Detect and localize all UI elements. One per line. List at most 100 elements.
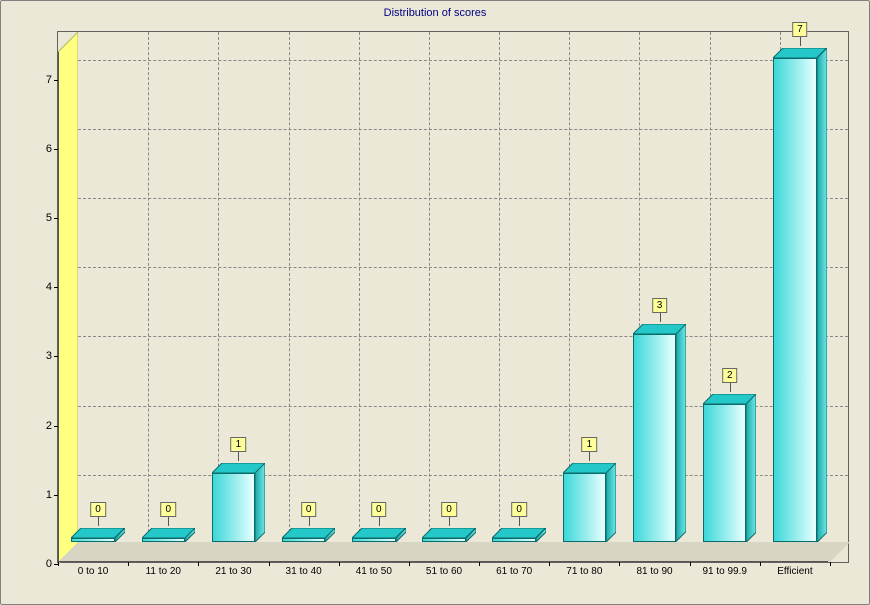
bar-side [606, 463, 616, 542]
y-tick-label: 3 [46, 350, 52, 362]
x-tick-label: 91 to 99.9 [702, 566, 746, 577]
grid-line-h [78, 198, 848, 199]
x-tick-label: 41 to 50 [356, 566, 392, 577]
x-tick-label: 21 to 30 [215, 566, 251, 577]
grid-line-h [78, 267, 848, 268]
bar: 0 [352, 538, 396, 542]
value-tick [519, 516, 520, 526]
grid-line-v [359, 32, 360, 542]
bar-side [325, 528, 335, 542]
value-label: 2 [722, 368, 738, 383]
bar-front [422, 538, 466, 542]
value-tick [98, 516, 99, 526]
bar-side [255, 463, 265, 542]
x-tick-mark [690, 562, 691, 566]
y-tick-label: 2 [46, 420, 52, 432]
x-tick-label: Efficient [777, 566, 812, 577]
bar-side [396, 528, 406, 542]
x-tick-mark [830, 562, 831, 566]
grid-line-v [499, 32, 500, 542]
bar-front [352, 538, 396, 542]
value-tick [730, 382, 731, 392]
bar-front [633, 334, 677, 542]
x-tick-label: 71 to 80 [566, 566, 602, 577]
value-tick [589, 451, 590, 461]
bar-front [563, 473, 607, 542]
bar-front [703, 404, 747, 542]
grid-line-v [429, 32, 430, 542]
grid-line-v [148, 32, 149, 542]
bar-side [536, 528, 546, 542]
value-tick [379, 516, 380, 526]
grid-line-h [78, 336, 848, 337]
bar-front [212, 473, 256, 542]
value-tick [449, 516, 450, 526]
bar: 0 [142, 538, 186, 542]
x-tick-label: 11 to 20 [146, 566, 181, 577]
y-tick-label: 1 [46, 489, 52, 501]
value-label: 0 [160, 502, 176, 517]
bar-front [71, 538, 115, 542]
chart-title: Distribution of scores [1, 7, 869, 19]
y-tick-label: 4 [46, 281, 52, 293]
bar: 3 [633, 334, 677, 542]
grid-line-h [78, 60, 848, 61]
value-label: 0 [511, 502, 527, 517]
x-tick-mark [549, 562, 550, 566]
x-tick-mark [198, 562, 199, 566]
bar: 0 [71, 538, 115, 542]
value-label: 0 [90, 502, 106, 517]
bar-side [115, 528, 125, 542]
bar-front [282, 538, 326, 542]
x-axis-line [58, 561, 828, 562]
bar-side [676, 324, 686, 542]
value-tick [660, 312, 661, 322]
x-tick-label: 31 to 40 [286, 566, 322, 577]
x-tick-label: 81 to 90 [636, 566, 672, 577]
x-tick-label: 0 to 10 [78, 566, 109, 577]
chart-frame: Distribution of scores 012345670 to 1011… [0, 0, 870, 605]
x-tick-mark [409, 562, 410, 566]
value-label: 7 [792, 22, 808, 37]
value-label: 0 [441, 502, 457, 517]
bar-front [492, 538, 536, 542]
x-tick-label: 51 to 60 [426, 566, 462, 577]
y-tick-label: 5 [46, 212, 52, 224]
bar-side [185, 528, 195, 542]
y-tick-label: 6 [46, 143, 52, 155]
x-tick-mark [128, 562, 129, 566]
value-tick [800, 36, 801, 46]
bar-front [773, 58, 817, 542]
bar: 7 [773, 58, 817, 542]
value-label: 3 [652, 298, 668, 313]
y-axis-line [58, 52, 59, 562]
value-label: 1 [582, 437, 598, 452]
bar: 0 [422, 538, 466, 542]
value-tick [238, 451, 239, 461]
plot-area: 012345670 to 1011 to 2021 to 3031 to 404… [57, 31, 849, 563]
bar-front [142, 538, 186, 542]
x-tick-label: 61 to 70 [496, 566, 532, 577]
value-label: 1 [231, 437, 247, 452]
y-tick-label: 0 [46, 558, 52, 570]
bar: 0 [492, 538, 536, 542]
bar: 2 [703, 404, 747, 542]
side-wall [58, 32, 78, 564]
value-label: 0 [371, 502, 387, 517]
bar-side [466, 528, 476, 542]
grid-line-v [289, 32, 290, 542]
x-tick-mark [760, 562, 761, 566]
bar: 1 [212, 473, 256, 542]
grid-line-h [78, 129, 848, 130]
x-tick-mark [269, 562, 270, 566]
bar-side [746, 394, 756, 542]
value-tick [168, 516, 169, 526]
bar-side [817, 48, 827, 542]
value-tick [309, 516, 310, 526]
value-label: 0 [301, 502, 317, 517]
bar: 1 [563, 473, 607, 542]
x-tick-mark [339, 562, 340, 566]
x-tick-mark [479, 562, 480, 566]
y-tick-label: 7 [46, 74, 52, 86]
bar: 0 [282, 538, 326, 542]
